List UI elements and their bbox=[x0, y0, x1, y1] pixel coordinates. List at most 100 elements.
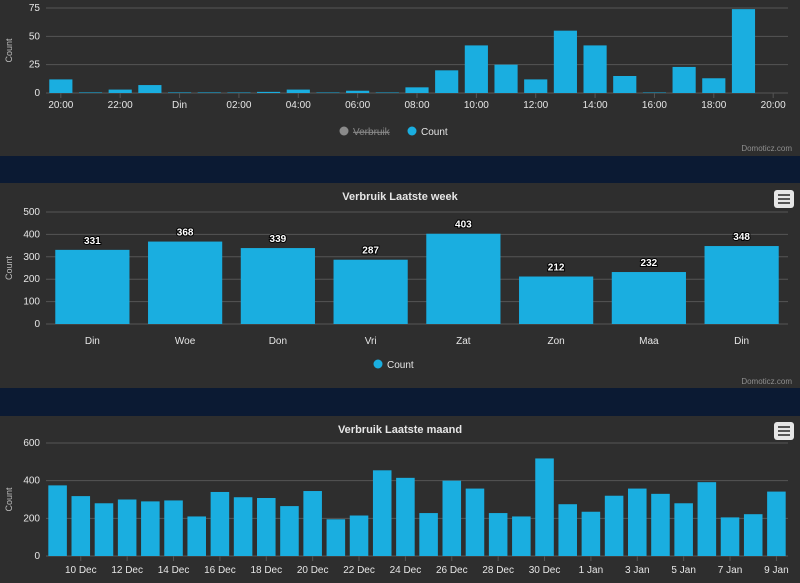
x-tick-label: 10:00 bbox=[464, 100, 489, 111]
data-bar[interactable] bbox=[604, 495, 624, 556]
week-chart-menu-button[interactable] bbox=[774, 190, 794, 208]
data-bar[interactable] bbox=[257, 91, 281, 93]
x-tick-label: Din bbox=[734, 336, 749, 347]
data-bar[interactable] bbox=[187, 516, 206, 556]
y-tick-label: 400 bbox=[23, 476, 40, 487]
data-bar[interactable] bbox=[465, 488, 485, 556]
data-bar[interactable] bbox=[396, 477, 415, 556]
data-bar[interactable] bbox=[519, 276, 594, 324]
x-tick-label: 22:00 bbox=[108, 100, 133, 111]
x-tick-label: 18:00 bbox=[701, 100, 726, 111]
data-bar[interactable] bbox=[148, 241, 223, 324]
data-bar[interactable] bbox=[372, 470, 392, 556]
data-bar[interactable] bbox=[167, 92, 192, 93]
data-bar[interactable] bbox=[581, 511, 601, 556]
legend-item[interactable]: Count bbox=[421, 127, 448, 138]
data-bar[interactable] bbox=[197, 92, 221, 93]
data-bar[interactable] bbox=[642, 92, 667, 94]
data-bar[interactable] bbox=[488, 513, 508, 556]
data-bar[interactable] bbox=[375, 92, 399, 94]
data-bar[interactable] bbox=[611, 272, 686, 324]
data-bar[interactable] bbox=[672, 66, 696, 93]
data-bar[interactable] bbox=[346, 90, 370, 93]
data-bar[interactable] bbox=[326, 519, 346, 556]
data-bar[interactable] bbox=[419, 513, 438, 556]
data-bar[interactable] bbox=[583, 45, 607, 93]
data-bar[interactable] bbox=[553, 30, 577, 94]
data-bar[interactable] bbox=[233, 497, 253, 556]
data-bar[interactable] bbox=[628, 488, 647, 556]
data-bar[interactable] bbox=[702, 78, 726, 93]
data-bar[interactable] bbox=[316, 92, 340, 94]
x-tick-label: Zon bbox=[548, 336, 565, 347]
data-bar[interactable] bbox=[94, 503, 114, 556]
data-bar[interactable] bbox=[743, 514, 763, 556]
legend-marker[interactable] bbox=[373, 359, 383, 369]
data-bar[interactable] bbox=[141, 501, 160, 556]
y-tick-label: 200 bbox=[23, 513, 40, 524]
credit-link[interactable]: Domoticz.com bbox=[741, 377, 792, 386]
data-bar[interactable] bbox=[210, 491, 230, 556]
data-bar[interactable] bbox=[767, 491, 786, 556]
data-bar[interactable] bbox=[464, 45, 488, 93]
data-bar[interactable] bbox=[286, 89, 310, 93]
data-bar[interactable] bbox=[535, 458, 554, 556]
data-bar[interactable] bbox=[405, 87, 429, 93]
data-label: 368 bbox=[177, 228, 194, 239]
data-bar[interactable] bbox=[49, 79, 73, 93]
data-bar[interactable] bbox=[731, 9, 756, 94]
hourly-chart-panel: 0 25 50 75 Count 20:00 22:00 Din 02:00 04:00 06:00… bbox=[0, 0, 800, 156]
data-bar[interactable] bbox=[697, 482, 717, 556]
data-bar[interactable] bbox=[524, 79, 548, 93]
data-bar[interactable] bbox=[303, 491, 322, 556]
data-bar[interactable] bbox=[442, 480, 462, 556]
week-chart-panel: Verbruik Laatste week 0 100 200 300 400 500 Cou… bbox=[0, 183, 800, 388]
data-label: 232 bbox=[641, 258, 658, 269]
y-tick-label: 0 bbox=[34, 551, 40, 562]
x-tick-label: Woe bbox=[175, 336, 196, 347]
data-label: 331 bbox=[84, 236, 101, 247]
data-bar[interactable] bbox=[720, 517, 740, 556]
data-bar[interactable] bbox=[494, 64, 518, 93]
legend-marker[interactable] bbox=[407, 126, 417, 136]
data-bar[interactable] bbox=[333, 259, 408, 324]
data-bar[interactable] bbox=[164, 500, 183, 556]
data-label: 287 bbox=[362, 246, 379, 257]
data-bar[interactable] bbox=[48, 485, 67, 556]
data-bar[interactable] bbox=[435, 70, 459, 93]
month-chart-menu-button[interactable] bbox=[774, 422, 794, 440]
data-bar[interactable] bbox=[240, 248, 315, 324]
x-tick-label: 30 Dec bbox=[529, 565, 561, 576]
y-tick-label: 400 bbox=[23, 229, 40, 240]
data-bar[interactable] bbox=[674, 503, 693, 556]
chart-title: Verbruik Laatste week bbox=[342, 191, 458, 203]
data-bar[interactable] bbox=[108, 89, 132, 93]
data-bar[interactable] bbox=[227, 92, 251, 94]
data-bar[interactable] bbox=[512, 516, 531, 556]
legend-item[interactable]: Verbruik bbox=[353, 127, 391, 138]
y-axis-label: Count bbox=[4, 256, 14, 281]
hamburger-menu-icon bbox=[778, 426, 790, 428]
hamburger-menu-icon bbox=[778, 194, 790, 196]
data-bar[interactable] bbox=[704, 246, 779, 324]
data-bar[interactable] bbox=[117, 499, 137, 557]
data-bar[interactable] bbox=[651, 493, 670, 556]
data-bar[interactable] bbox=[55, 249, 130, 324]
x-tick-label: Don bbox=[269, 336, 287, 347]
data-label: 339 bbox=[270, 234, 287, 245]
data-bar[interactable] bbox=[257, 497, 276, 556]
data-bar[interactable] bbox=[426, 233, 501, 324]
data-bar[interactable] bbox=[78, 92, 103, 93]
x-tick-label: 16:00 bbox=[642, 100, 667, 111]
data-bar[interactable] bbox=[613, 76, 637, 93]
legend-item[interactable]: Count bbox=[387, 360, 414, 371]
credit-link[interactable]: Domoticz.com bbox=[741, 144, 792, 153]
data-bar[interactable] bbox=[138, 85, 162, 93]
y-tick-label: 600 bbox=[23, 438, 40, 449]
legend-marker[interactable] bbox=[339, 126, 349, 136]
data-bar[interactable] bbox=[349, 515, 369, 556]
data-bar[interactable] bbox=[71, 496, 91, 556]
data-bar[interactable] bbox=[280, 506, 299, 556]
data-bar[interactable] bbox=[558, 504, 577, 556]
x-tick-label: 12 Dec bbox=[111, 565, 143, 576]
